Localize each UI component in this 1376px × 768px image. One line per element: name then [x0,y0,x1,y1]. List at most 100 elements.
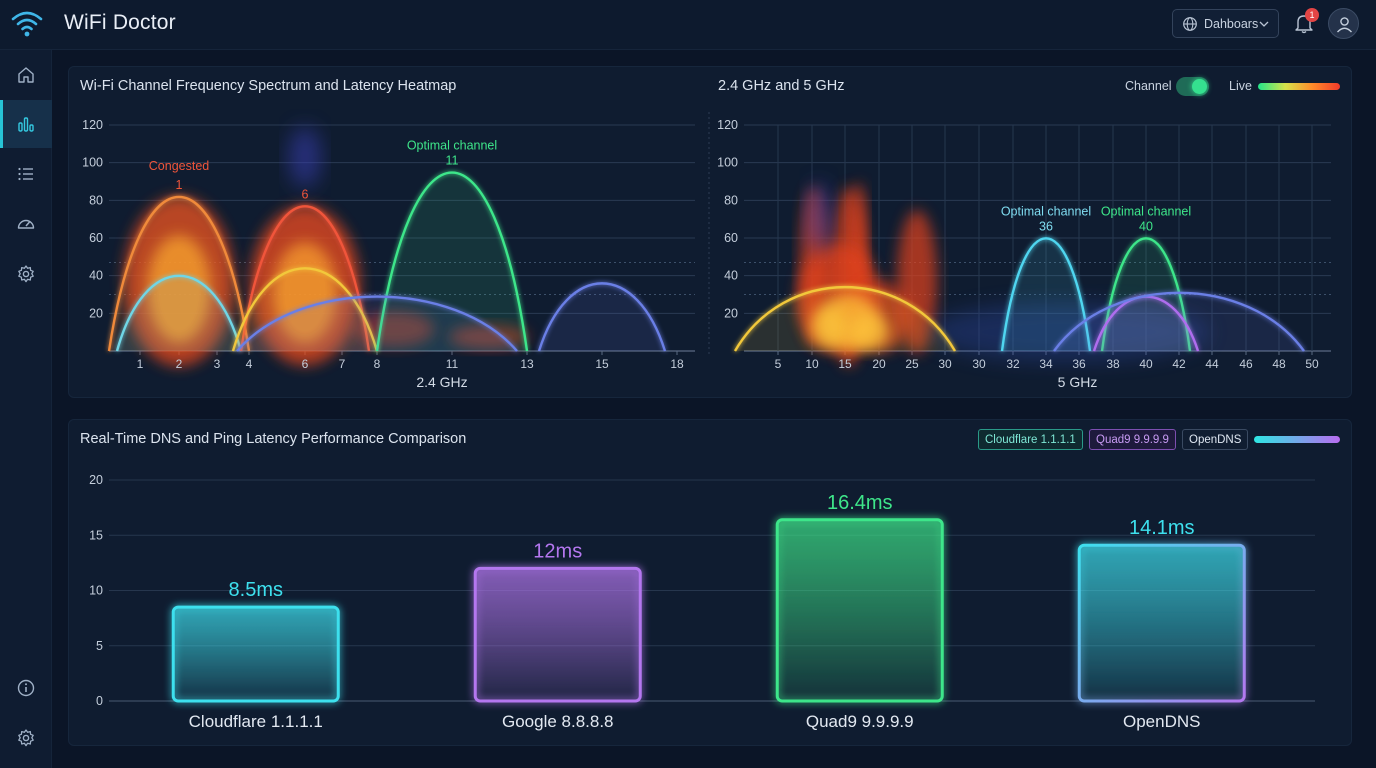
bar-category-label: OpenDNS [1123,712,1200,731]
y-tick-label: 40 [89,269,103,283]
legend-item-quad9[interactable]: Quad9 9.9.9.9 [1089,429,1176,450]
x-tick-label: 38 [1106,357,1120,371]
spectrum-area [1102,238,1190,351]
spectrum-curve [537,282,667,352]
spectrum-curve [239,205,371,352]
sidebar [0,50,52,768]
heatmap-blob [819,294,879,350]
spectrum-curve [733,285,957,352]
y-tick-label: 0 [96,694,103,708]
x-tick-label: 32 [1006,357,1020,371]
spectrum-curve [375,171,529,352]
y-tick-label: 100 [82,156,103,170]
sidebar-item-list[interactable] [0,150,52,198]
spectrum-area [109,196,249,351]
avatar[interactable] [1328,8,1359,39]
legend-item-cloudflare[interactable]: Cloudflare 1.1.1.1 [978,429,1083,450]
channel-toggle-label: Channel [1125,79,1172,93]
x-tick-label: 25 [905,357,919,371]
dns-bar-chart: 0 5 10 15 20 8.5ms Cloudflare 1.1.1.1 12ms Goog… [89,473,1315,731]
heatmap-blob [897,210,937,354]
annotation-label: 40 [1139,219,1153,233]
info-icon [17,679,35,697]
annotation-label: 11 [446,154,459,168]
y-tick-label: 100 [717,156,738,170]
x-tick-label: 5 [775,357,782,371]
y-tick-label: 120 [82,118,103,132]
annotation-label: Congested [149,159,210,173]
heatmap-blob [831,187,867,367]
heatmap-blob [147,235,211,344]
sidebar-item-info[interactable] [0,664,52,712]
heatmap-blob [811,307,847,347]
annotation-label: 1 [176,178,183,192]
channel-toggle[interactable] [1176,77,1209,96]
y-tick-label: 20 [89,306,103,320]
wifi-logo-icon [11,11,43,37]
y-tick-label: 60 [724,231,738,245]
legend-gradient-bar [1254,436,1340,443]
spectrum-area [1002,238,1090,351]
sidebar-item-settings[interactable] [0,250,52,298]
annotation-label: 36 [1039,219,1053,233]
spectrum-area [735,287,955,351]
x-tick-label: 30 [938,357,952,371]
y-tick-label: 10 [89,584,103,598]
spectrum-area [377,172,527,351]
y-tick-label: 5 [96,639,103,653]
spectrum-curve [1100,237,1192,352]
x-tick-label: 15 [595,357,609,371]
x-tick-label: 2 [176,357,183,371]
annotation-label: Optimal channel [1101,204,1191,218]
spectrum-area [117,275,241,351]
chevron-down-icon [1259,21,1269,27]
y-tick-label: 120 [717,118,738,132]
x-tick-label: 10 [805,357,819,371]
sidebar-item-speed[interactable] [0,200,52,248]
bar-value-label: 14.1ms [1129,517,1195,539]
y-tick-label: 80 [89,193,103,207]
spectrum-curve [231,267,379,352]
x-tick-label: 7 [339,357,346,371]
y-tick-label: 40 [724,269,738,283]
sidebar-item-settings-bottom[interactable] [0,714,52,762]
heatmap-blob [289,127,321,187]
speedometer-icon [17,219,35,229]
x-tick-label: 13 [520,357,534,371]
sidebar-item-home[interactable] [0,51,52,99]
bar-value-label: 8.5ms [229,579,283,601]
dns-panel-title: Real-Time DNS and Ping Latency Performan… [80,431,467,447]
spectrum-area [237,296,517,351]
y-tick-label: 20 [89,473,103,487]
sidebar-item-analytics[interactable] [0,100,52,148]
x-tick-label: 34 [1039,357,1053,371]
spectrum-area [233,268,377,351]
x-tick-label: 8 [374,357,381,371]
latency-bar [171,605,340,703]
notification-badge: 1 [1305,8,1319,22]
top-bar: WiFi Doctor Dahboars 1 [0,0,1376,50]
spectrum-curve [236,295,518,352]
x-tick-label: 15 [838,357,852,371]
spectrum-area [1054,292,1304,351]
y-tick-label: 80 [724,193,738,207]
heatmap-blob [807,182,831,252]
dns-panel: Real-Time DNS and Ping Latency Performan… [68,419,1352,746]
x-tick-label: 44 [1205,357,1219,371]
legend-item-opendns[interactable]: OpenDNS [1182,429,1249,450]
bar-chart-icon [18,117,34,132]
bell-icon[interactable] [1293,12,1315,34]
dashboard-dropdown[interactable]: Dahboars [1172,9,1279,38]
app-title: WiFi Doctor [64,11,176,34]
spectrum-panel: Wi-Fi Channel Frequency Spectrum and Lat… [68,66,1352,398]
x-tick-label: 50 [1305,357,1319,371]
latency-bar [1077,543,1246,703]
heatmap-blob [273,242,337,344]
heatmap-blob [847,282,911,352]
heatmap-blob [354,311,434,347]
bar-value-label: 12ms [533,540,582,562]
live-label: Live [1229,79,1252,93]
spectrum-area [539,283,665,351]
user-icon [1336,17,1353,33]
